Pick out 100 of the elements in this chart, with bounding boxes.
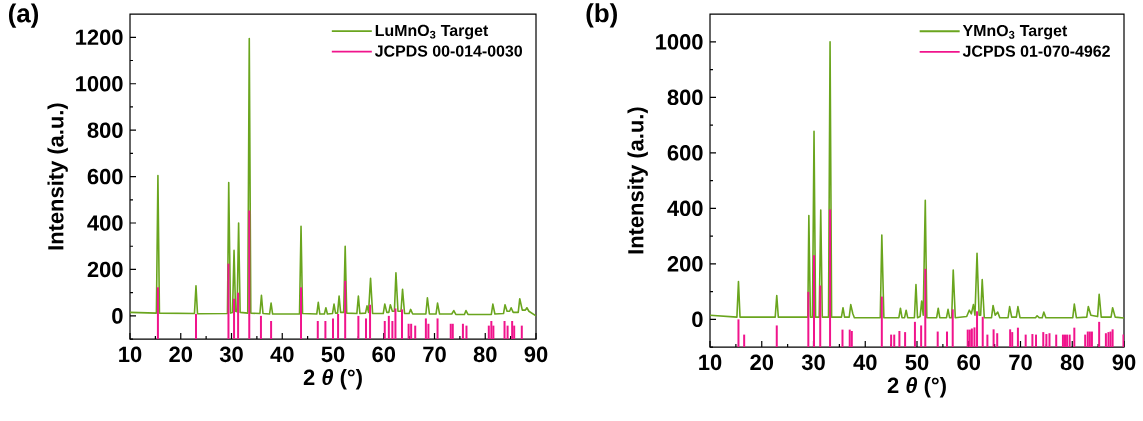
y-tick-label: 800	[667, 89, 703, 106]
bar	[986, 334, 989, 348]
x-tick-label: 30	[219, 346, 243, 363]
bar	[369, 304, 372, 340]
x-tick-label: 50	[321, 346, 345, 363]
legend-label: JCPDS 00-014-0030	[374, 45, 522, 57]
bar	[807, 291, 810, 348]
bar	[1035, 334, 1038, 348]
bar	[992, 329, 995, 348]
bar	[913, 321, 916, 348]
bar	[233, 298, 236, 340]
bar	[357, 315, 360, 340]
bar	[410, 323, 413, 340]
bar	[1024, 334, 1027, 348]
bar	[743, 334, 746, 348]
bar	[1055, 334, 1058, 348]
y-tick-label: 600	[87, 168, 123, 185]
y-tick-label: 400	[87, 215, 123, 231]
bar	[401, 309, 404, 340]
bar	[1031, 334, 1034, 348]
bar	[946, 331, 949, 348]
bar	[1073, 327, 1076, 348]
bar	[300, 287, 303, 340]
x-tick-label: 10	[699, 354, 722, 371]
y-tick-label: 1000	[656, 34, 703, 50]
bar	[924, 268, 927, 348]
legend-label: LuMnO$_{3}$ Target	[375, 24, 489, 40]
bar	[1048, 333, 1051, 348]
bar	[996, 333, 999, 348]
bar	[1011, 332, 1014, 348]
chart-title: (b)	[586, 3, 617, 28]
legend-label: JCPDS 01-070-4962	[962, 45, 1110, 57]
y-tick-label: 400	[667, 200, 703, 217]
bar	[981, 316, 984, 348]
y-tick-label: 0	[692, 311, 703, 328]
x-axis-title: 2 θ (°)	[887, 376, 946, 398]
bar	[880, 296, 883, 348]
bar	[344, 280, 347, 340]
bar	[1098, 321, 1101, 348]
bar	[506, 325, 509, 340]
bar	[737, 319, 740, 348]
y-tick-label: 1200	[76, 29, 123, 46]
bar	[364, 318, 367, 340]
chart-title: (a)	[8, 3, 39, 28]
x-tick-label: 70	[1009, 354, 1032, 371]
x-tick-label: 20	[169, 346, 193, 363]
x-tick-label: 40	[853, 354, 877, 371]
bar	[259, 315, 262, 340]
bar	[1045, 334, 1048, 348]
y-tick-label: 1000	[76, 75, 123, 92]
bar	[227, 263, 230, 340]
y-tick-label: 200	[667, 256, 703, 272]
bar	[324, 320, 327, 340]
bar	[316, 320, 319, 340]
bar	[520, 325, 523, 340]
bar	[436, 318, 439, 340]
bar	[893, 334, 896, 348]
bar	[407, 323, 410, 340]
bar	[270, 320, 273, 340]
x-tick-label: 60	[957, 354, 981, 371]
bar	[1104, 333, 1107, 348]
bar	[383, 320, 386, 340]
bar	[936, 331, 939, 348]
bar	[394, 308, 397, 340]
x-tick-label: 10	[119, 346, 142, 363]
x-tick-label: 90	[524, 346, 548, 363]
bar	[841, 329, 844, 348]
bar	[904, 332, 907, 348]
bar	[813, 255, 816, 348]
bar	[920, 325, 923, 348]
bar	[424, 318, 427, 340]
bar	[194, 313, 197, 340]
bar	[1016, 327, 1019, 348]
bar	[465, 325, 468, 340]
y-tick-label: 800	[87, 122, 123, 138]
bar	[248, 210, 251, 340]
bar	[503, 320, 506, 340]
bar	[890, 334, 893, 348]
y-tick-label: 600	[667, 145, 703, 161]
x-tick-label: 80	[473, 346, 497, 363]
bar	[490, 320, 493, 340]
bar	[819, 285, 822, 348]
bar	[511, 320, 514, 340]
bar	[1009, 329, 1012, 348]
y-axis-title: Intensity (a.u.)	[627, 107, 648, 254]
x-tick-label: 80	[1060, 354, 1084, 371]
bar	[414, 325, 417, 340]
bar	[156, 287, 159, 340]
bar	[898, 330, 901, 348]
bar	[461, 323, 464, 340]
bar	[951, 309, 954, 348]
bar	[513, 325, 516, 340]
x-tick-label: 30	[801, 354, 825, 371]
y-axis-title: Intensity (a.u.)	[47, 103, 68, 250]
bar	[387, 315, 390, 340]
bar	[1061, 334, 1064, 348]
bar	[337, 313, 340, 340]
bar	[492, 325, 495, 340]
x-axis-title: 2 θ (°)	[303, 368, 362, 390]
y-tick-label: 0	[112, 308, 123, 324]
